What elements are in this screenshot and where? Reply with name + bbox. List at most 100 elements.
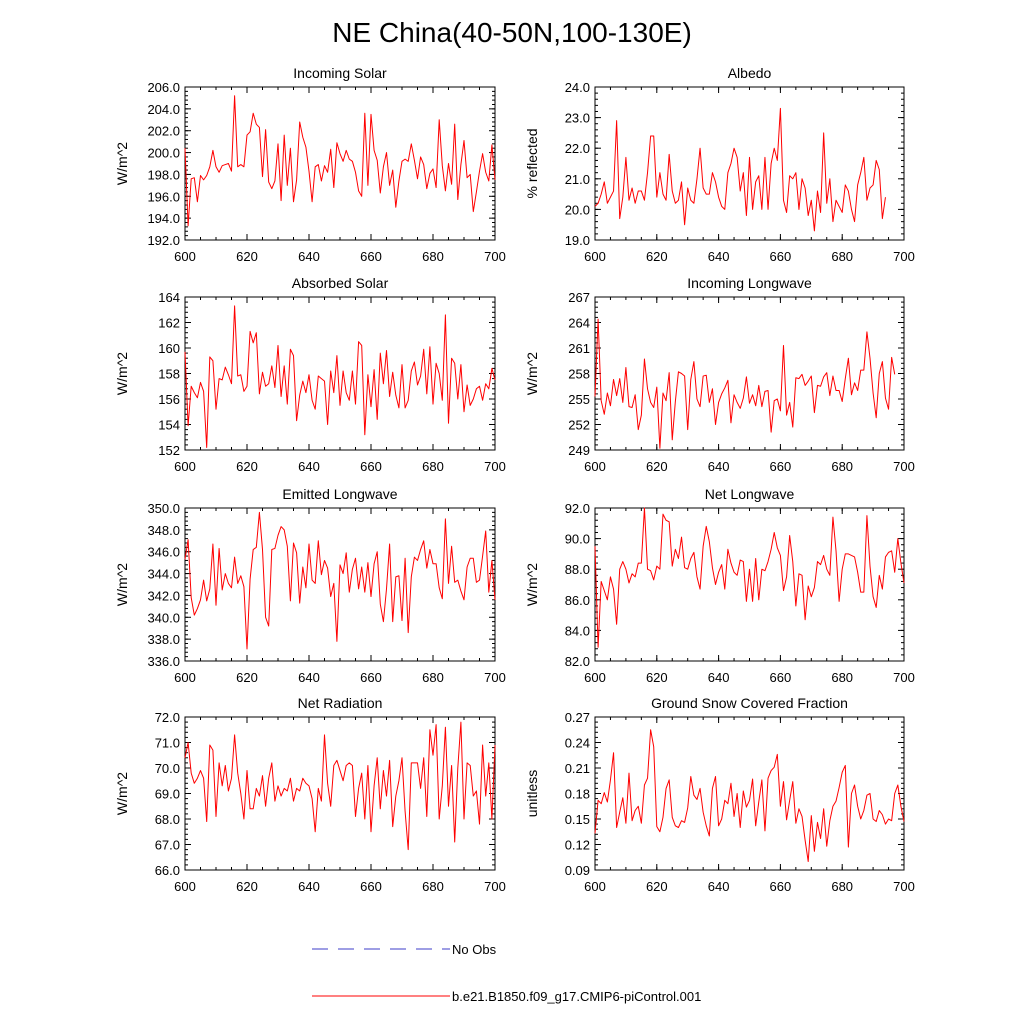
panel7-ytick-label: 0.12 [565, 838, 590, 853]
panel3-ytick-label: 258 [568, 367, 590, 382]
panel3-series-line [594, 318, 896, 449]
panel6-ytick-label: 69.0 [155, 787, 180, 802]
panel4-ytick-label: 336.0 [147, 654, 180, 669]
panel0-ytick-label: 196.0 [147, 189, 180, 204]
panel-ground-snow-covered-fraction: Ground Snow Covered Fraction unitless 600 6… [524, 695, 915, 894]
panel-albedo: Albedo % reflected 600 620 640 660 680 700 19.0 2… [524, 65, 915, 264]
panel5-xtick-label: 660 [770, 670, 792, 685]
panel-net-longwave: Net Longwave W/m^2 600 620 640 660 680 700 82.0 8… [524, 486, 915, 685]
panel6-series-line [184, 721, 496, 851]
panel1-xtick-label: 660 [770, 249, 792, 264]
panel0-ytick-label: 192.0 [147, 233, 180, 248]
panel6-ylabel: W/m^2 [114, 772, 130, 815]
panel4-ytick-label: 344.0 [147, 567, 180, 582]
panel5-ytick-label: 86.0 [565, 593, 590, 608]
panel7-xtick-label: 640 [708, 879, 730, 894]
panel2-xtick-label: 660 [360, 459, 382, 474]
legend-obs-label: No Obs [452, 942, 497, 957]
panel2-ytick-label: 162 [158, 316, 180, 331]
panel7-xtick-label: 660 [770, 879, 792, 894]
panel1-xtick-label: 640 [708, 249, 730, 264]
panel1-ytick-label: 23.0 [565, 111, 590, 126]
panel4-xtick-label: 660 [360, 670, 382, 685]
panel3-ytick-label: 249 [568, 443, 590, 458]
panel5-xtick-label: 600 [584, 670, 606, 685]
panel2-xtick-label: 620 [236, 459, 258, 474]
panel3-xtick-label: 700 [893, 459, 915, 474]
panel2-ytick-label: 158 [158, 367, 180, 382]
legend: No Obs b.e21.B1850.f09_g17.CMIP6-piContr… [312, 942, 701, 1004]
panel0-ytick-label: 204.0 [147, 102, 180, 117]
panel7-ytick-label: 0.18 [565, 787, 590, 802]
legend-model-label: b.e21.B1850.f09_g17.CMIP6-piControl.001 [452, 989, 701, 1004]
panel3-xtick-label: 620 [646, 459, 668, 474]
panel2-ytick-label: 154 [158, 418, 180, 433]
panel6-title: Net Radiation [298, 695, 383, 711]
panel4-ytick-label: 340.0 [147, 610, 180, 625]
panel1-ytick-label: 20.0 [565, 202, 590, 217]
panel0-title: Incoming Solar [293, 65, 387, 81]
panel4-xtick-label: 620 [236, 670, 258, 685]
panel7-title: Ground Snow Covered Fraction [651, 695, 848, 711]
panel1-title: Albedo [728, 65, 772, 81]
panel0-xtick-label: 620 [236, 249, 258, 264]
panel5-xtick-label: 680 [831, 670, 853, 685]
panel2-ytick-label: 164 [158, 290, 180, 305]
panel7-ytick-label: 0.09 [565, 863, 590, 878]
panel3-ylabel: W/m^2 [524, 352, 540, 395]
panel7-ylabel: unitless [524, 770, 540, 817]
panel7-frame [594, 716, 905, 871]
panel3-ytick-label: 267 [568, 290, 590, 305]
panel0-ytick-label: 200.0 [147, 146, 180, 161]
panel3-ytick-label: 264 [568, 316, 590, 331]
panel3-title: Incoming Longwave [687, 275, 812, 291]
panel3-ytick-label: 252 [568, 418, 590, 433]
panel4-xtick-label: 680 [422, 670, 444, 685]
panel4-ytick-label: 348.0 [147, 523, 180, 538]
panel7-series-line [594, 729, 905, 862]
panel6-ytick-label: 70.0 [155, 761, 180, 776]
panel4-ylabel: W/m^2 [114, 563, 130, 606]
panel0-ytick-label: 198.0 [147, 167, 180, 182]
panel2-title: Absorbed Solar [292, 275, 389, 291]
panel7-xtick-label: 600 [584, 879, 606, 894]
panel5-ytick-label: 82.0 [565, 654, 590, 669]
panel6-xtick-label: 600 [174, 879, 196, 894]
panel7-xtick-label: 680 [831, 879, 853, 894]
panel5-xtick-label: 640 [708, 670, 730, 685]
panel6-xtick-label: 640 [298, 879, 320, 894]
panel3-xtick-label: 680 [831, 459, 853, 474]
panel2-ytick-label: 160 [158, 341, 180, 356]
panel6-xtick-label: 700 [484, 879, 506, 894]
panel5-xtick-label: 700 [893, 670, 915, 685]
panel3-xtick-label: 600 [584, 459, 606, 474]
panel6-ytick-label: 71.0 [155, 736, 180, 751]
panel5-ytick-label: 90.0 [565, 532, 590, 547]
panel3-ytick-label: 261 [568, 341, 590, 356]
panel2-xtick-label: 680 [422, 459, 444, 474]
panel6-ytick-label: 67.0 [155, 838, 180, 853]
panel4-ytick-label: 342.0 [147, 588, 180, 603]
panel3-xtick-label: 640 [708, 459, 730, 474]
panel6-ytick-label: 66.0 [155, 863, 180, 878]
panel4-ytick-label: 338.0 [147, 632, 180, 647]
panel0-xtick-label: 660 [360, 249, 382, 264]
panel0-series-line [184, 95, 496, 227]
panel5-ytick-label: 92.0 [565, 501, 590, 516]
panel5-ytick-label: 88.0 [565, 562, 590, 577]
panel1-ytick-label: 24.0 [565, 80, 590, 95]
panel3-xtick-label: 660 [770, 459, 792, 474]
panel7-ytick-label: 0.21 [565, 761, 590, 776]
panel6-xtick-label: 660 [360, 879, 382, 894]
panel7-xtick-label: 620 [646, 879, 668, 894]
panel1-series-line [594, 107, 886, 232]
panel-incoming-longwave: Incoming Longwave W/m^2 600 620 640 660 680 700… [524, 275, 915, 474]
panel2-xtick-label: 600 [174, 459, 196, 474]
panel4-xtick-label: 700 [484, 670, 506, 685]
panel0-ylabel: W/m^2 [114, 142, 130, 185]
panel5-frame [594, 507, 905, 662]
panel1-ytick-label: 21.0 [565, 172, 590, 187]
panel1-xtick-label: 700 [893, 249, 915, 264]
figure-title: NE China(40-50N,100-130E) [332, 17, 692, 48]
panel6-ytick-label: 68.0 [155, 812, 180, 827]
